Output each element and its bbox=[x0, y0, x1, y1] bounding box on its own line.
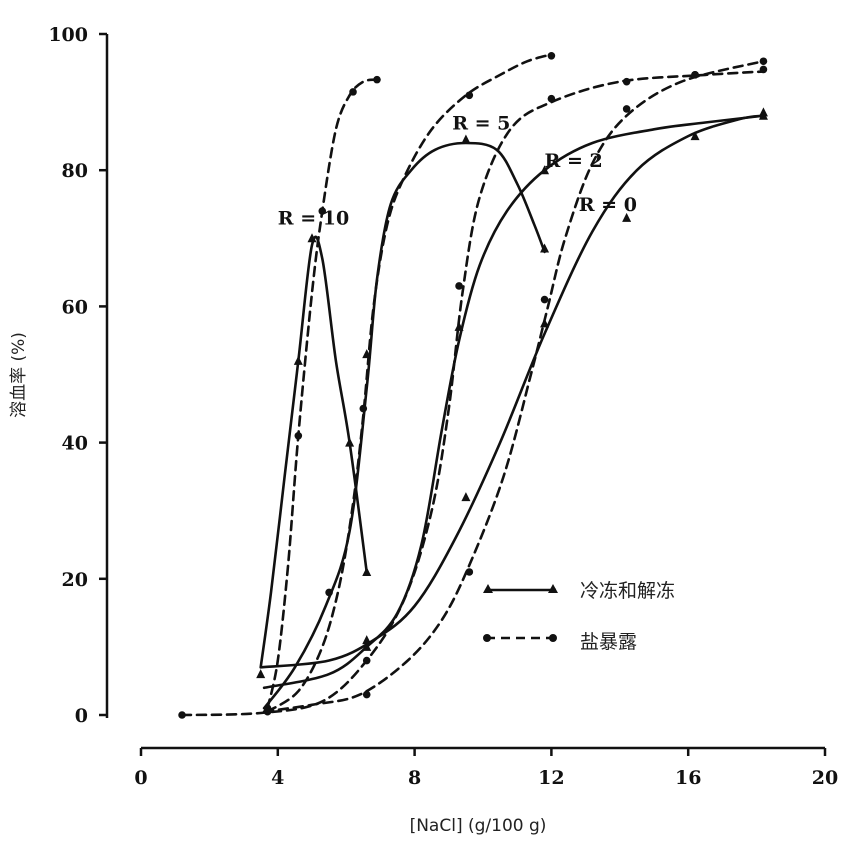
legend-triangle-marker bbox=[548, 584, 558, 593]
x-axis-title: [NaCl] (g/100 g) bbox=[410, 816, 547, 836]
circle-marker bbox=[622, 105, 631, 113]
triangle-marker bbox=[345, 437, 355, 447]
circle-marker bbox=[294, 431, 303, 440]
y-axis-title: 溶血率 (%) bbox=[9, 332, 29, 418]
x-tick-label: 4 bbox=[271, 767, 284, 789]
x-tick-label: 16 bbox=[675, 767, 701, 789]
x-tick-label: 20 bbox=[812, 767, 838, 789]
circle-marker bbox=[362, 690, 371, 699]
series-line-0-solid bbox=[259, 235, 368, 669]
circle-marker bbox=[622, 77, 631, 86]
triangle-marker bbox=[540, 165, 550, 175]
circle-marker bbox=[547, 51, 556, 60]
circle-marker bbox=[362, 656, 371, 665]
circle-marker bbox=[465, 568, 474, 576]
x-tick-label: 12 bbox=[538, 767, 564, 789]
legend-label-salt-exposure: 盐暴露 bbox=[580, 631, 637, 653]
r-value-label: R = 2 bbox=[545, 150, 603, 172]
series-line-7-dashed bbox=[262, 59, 765, 713]
legend-triangle-marker bbox=[483, 584, 493, 593]
circle-marker bbox=[318, 207, 327, 215]
r-value-label: R = 5 bbox=[452, 112, 510, 134]
markers-layer bbox=[178, 51, 768, 719]
series-layer bbox=[180, 53, 765, 717]
circle-marker bbox=[465, 91, 474, 100]
circle-marker bbox=[540, 295, 549, 304]
triangle-marker bbox=[622, 212, 632, 222]
triangle-marker bbox=[362, 635, 372, 645]
triangle-marker bbox=[256, 669, 266, 679]
series-line-6-solid bbox=[259, 114, 765, 669]
x-tick-label: 0 bbox=[134, 767, 147, 789]
circle-marker bbox=[759, 57, 768, 66]
circle-marker bbox=[349, 88, 357, 96]
y-tick-label: 80 bbox=[62, 160, 88, 182]
y-tick-label: 100 bbox=[48, 24, 88, 46]
circle-marker bbox=[691, 71, 699, 79]
triangle-marker bbox=[540, 318, 550, 328]
circle-marker bbox=[373, 75, 381, 84]
x-tick-label: 8 bbox=[408, 767, 421, 789]
triangle-marker bbox=[293, 355, 303, 365]
triangle-marker bbox=[454, 321, 464, 331]
r-value-label: R = 10 bbox=[278, 208, 349, 230]
triangle-marker bbox=[461, 492, 471, 502]
r-value-label: R = 0 bbox=[579, 194, 637, 216]
y-tick-label: 20 bbox=[62, 569, 88, 591]
y-tick-label: 60 bbox=[62, 296, 88, 318]
circle-marker bbox=[263, 707, 272, 716]
triangle-marker bbox=[540, 243, 550, 253]
series-line-3-dashed bbox=[266, 53, 553, 713]
legend: 冷冻和解冻 盐暴露 bbox=[483, 580, 675, 653]
triangle-marker bbox=[690, 131, 700, 141]
labels-layer: R = 10 R = 5 R = 2 R = 0 bbox=[278, 112, 637, 229]
axes bbox=[105, 34, 825, 750]
legend-circle-marker bbox=[549, 634, 557, 642]
circle-marker bbox=[178, 711, 186, 719]
series-line-1-dashed bbox=[266, 78, 379, 710]
circle-marker bbox=[547, 94, 556, 103]
triangle-marker bbox=[362, 641, 372, 651]
series-line-5-dashed bbox=[180, 70, 765, 717]
triangle-marker bbox=[758, 110, 768, 120]
triangle-marker bbox=[461, 134, 471, 144]
triangle-marker bbox=[362, 566, 372, 576]
circle-marker bbox=[455, 282, 463, 290]
series-line-4-solid bbox=[262, 114, 765, 690]
y-tick-label: 0 bbox=[75, 705, 88, 727]
circle-marker bbox=[325, 588, 333, 597]
circle-marker bbox=[759, 65, 768, 74]
ticks: 0 4 8 12 16 20 0 20 40 60 80 100 bbox=[48, 24, 838, 789]
circle-marker bbox=[359, 404, 368, 413]
triangle-marker bbox=[307, 233, 317, 243]
triangle-marker bbox=[362, 349, 372, 359]
legend-label-freeze-thaw: 冷冻和解冻 bbox=[580, 580, 675, 602]
legend-circle-marker bbox=[483, 634, 491, 642]
y-tick-label: 40 bbox=[62, 433, 88, 455]
